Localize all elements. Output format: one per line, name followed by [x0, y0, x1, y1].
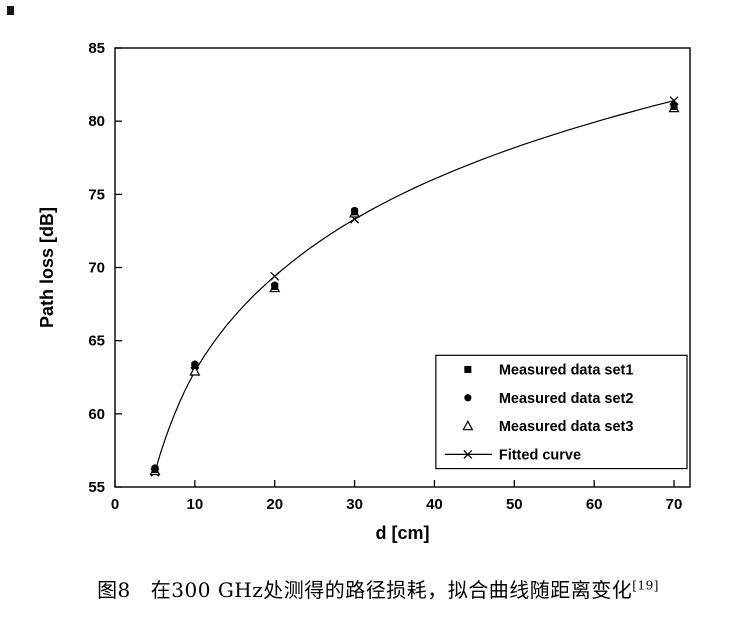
y-tick-label: 65 — [88, 333, 105, 350]
legend-item: Measured data set1 — [464, 362, 633, 378]
y-axis: 55 60 65 70 75 80 85 — [88, 40, 122, 496]
x-tick-label: 20 — [266, 496, 283, 513]
x-tick-label: 0 — [111, 496, 119, 513]
x-tick-label: 40 — [426, 496, 443, 513]
y-tick-label: 70 — [88, 260, 105, 277]
x-tick-label: 60 — [586, 496, 603, 513]
legend-label: Fitted curve — [499, 447, 581, 463]
series-points-filled-square — [151, 103, 678, 473]
figure-caption-reference: [19] — [632, 578, 659, 593]
legend-label: Measured data set3 — [499, 419, 634, 435]
chart-container: 0 10 20 30 40 50 60 70 55 60 65 70 75 80 85 d [cm] Path … — [37, 40, 691, 543]
y-tick-label: 60 — [88, 406, 105, 423]
y-tick-label: 85 — [88, 40, 105, 57]
x-axis-label: d [cm] — [376, 523, 430, 543]
x-tick-label: 10 — [187, 496, 204, 513]
x-tick-label: 30 — [346, 496, 363, 513]
x-tick-label: 50 — [506, 496, 523, 513]
path-loss-chart: 0 10 20 30 40 50 60 70 55 60 65 70 75 80 85 d [cm] Path … — [37, 40, 691, 543]
legend-label: Measured data set2 — [499, 391, 634, 407]
x-tick-label: 70 — [666, 496, 683, 513]
legend-label: Measured data set1 — [499, 362, 634, 378]
page-artifact-mark — [7, 6, 14, 15]
y-tick-label: 55 — [88, 479, 105, 496]
y-axis-label: Path loss [dB] — [37, 207, 57, 328]
x-axis: 0 10 20 30 40 50 60 70 — [111, 480, 683, 513]
legend-item: Fitted curve — [444, 447, 581, 463]
figure-caption: 图8 在300 GHz处测得的路径损耗，拟合曲线随距离变化[19] — [0, 574, 756, 603]
legend-item: Measured data set3 — [462, 419, 634, 435]
legend-item: Measured data set2 — [464, 391, 633, 407]
y-tick-label: 75 — [88, 186, 105, 203]
legend: Measured data set1 Measured data set2 Meas… — [435, 354, 688, 470]
figure-caption-text: 在300 GHz处测得的路径损耗，拟合曲线随距离变化 — [150, 578, 633, 602]
figure-caption-label: 图8 — [97, 578, 131, 602]
y-tick-label: 80 — [88, 113, 105, 130]
